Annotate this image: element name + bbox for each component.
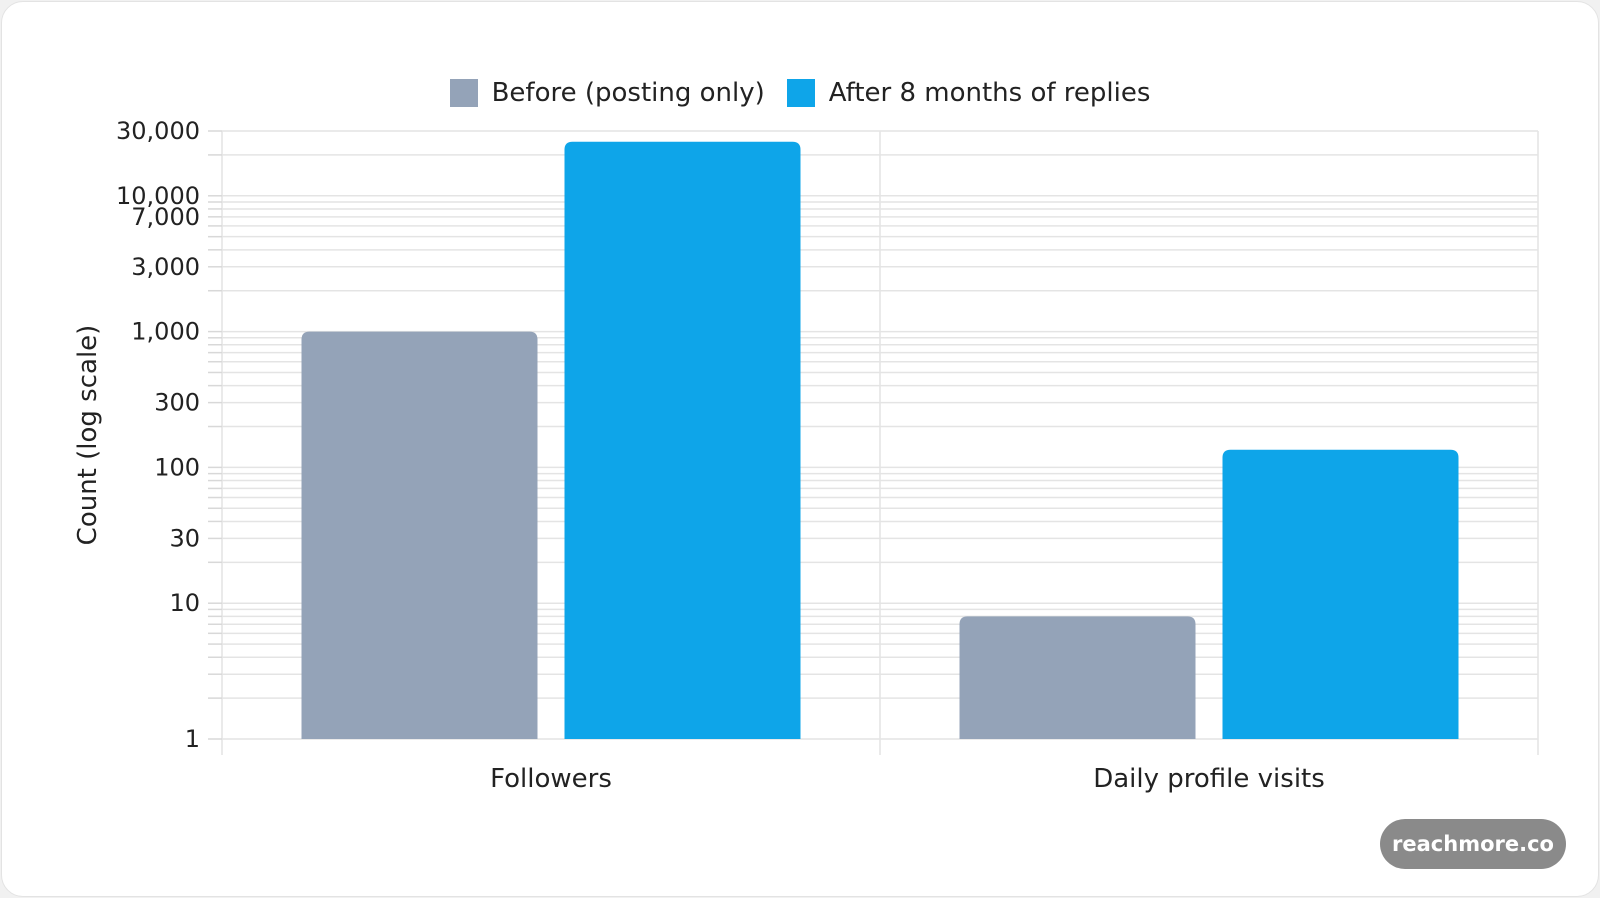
y-axis-label: Count (log scale) <box>73 324 103 546</box>
legend: Before (posting only) After 8 months of … <box>2 78 1598 108</box>
bars <box>301 141 1459 739</box>
bar-after-followers <box>564 141 801 739</box>
y-tick-label: 1,000 <box>131 318 200 346</box>
watermark-badge: reachmore.co <box>1380 819 1566 869</box>
legend-label-after: After 8 months of replies <box>828 78 1151 108</box>
y-tick-label: 10 <box>169 589 200 617</box>
y-tick-label: 10,000 <box>116 182 200 210</box>
y-tick-label: 1 <box>185 725 200 753</box>
x-category-label: Followers <box>490 764 612 794</box>
y-tick-label: 3,000 <box>131 253 200 281</box>
bar-before-followers <box>301 331 538 739</box>
y-tick-label: 30,000 <box>116 117 200 145</box>
legend-item-after: After 8 months of replies <box>786 78 1151 108</box>
legend-swatch-after <box>786 79 815 107</box>
legend-swatch-before <box>449 79 478 107</box>
x-category-labels: Followers Daily profile visits <box>490 764 1325 794</box>
y-tick-label: 7,000 <box>131 203 200 231</box>
bar-after-daily-profile-visits <box>1222 449 1459 739</box>
bar-before-daily-profile-visits <box>959 616 1196 739</box>
axes <box>208 130 222 740</box>
y-tick-label: 300 <box>154 389 200 417</box>
x-category-label: Daily profile visits <box>1093 764 1325 794</box>
legend-item-before: Before (posting only) <box>449 78 765 108</box>
y-tick-label: 100 <box>154 453 200 481</box>
legend-label-before: Before (posting only) <box>491 78 765 108</box>
y-tick-label: 30 <box>169 524 200 552</box>
